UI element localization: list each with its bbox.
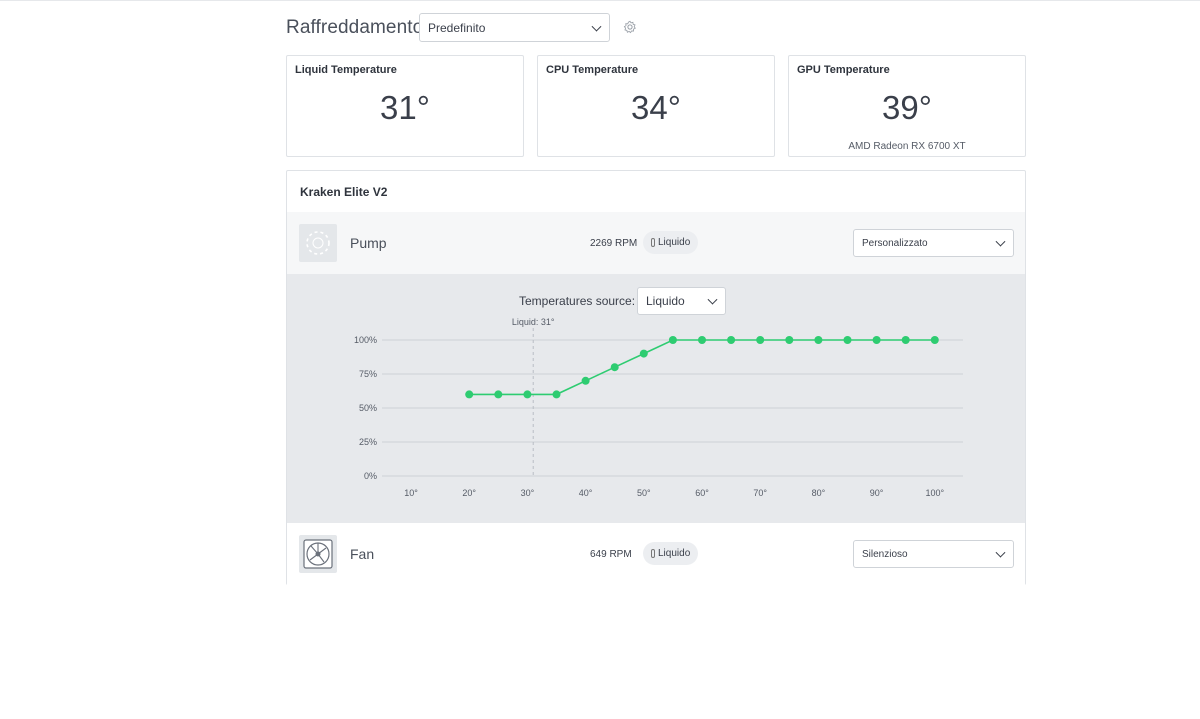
curve-point[interactable]: [465, 390, 474, 399]
x-tick-label: 70°: [753, 488, 767, 498]
header: Raffreddamento Predefinito: [286, 13, 636, 43]
curve-point[interactable]: [843, 336, 852, 344]
y-tick-label: 50%: [359, 403, 377, 413]
temperature-source-value: Liquido: [646, 294, 685, 308]
pump-icon: [299, 224, 337, 262]
curve-point[interactable]: [523, 390, 532, 399]
card-title: CPU Temperature: [546, 64, 639, 76]
curve-point[interactable]: [756, 336, 765, 344]
page-title: Raffreddamento: [286, 17, 424, 38]
card-value: 39°: [882, 89, 932, 126]
pump-mode-value: Personalizzato: [862, 237, 928, 249]
top-border: [0, 0, 1200, 1]
fan-mode-value: Silenzioso: [862, 548, 908, 560]
chevron-down-icon: [995, 236, 1006, 247]
fan-source-badge: Liquido: [643, 542, 699, 565]
fan-label: Fan: [350, 546, 375, 562]
device-panel: Kraken Elite V2 Pump 2269 RPM Liquido Pe…: [286, 170, 1026, 585]
x-tick-label: 90°: [870, 488, 884, 498]
curve-point[interactable]: [698, 336, 706, 344]
gear-icon[interactable]: [623, 20, 637, 34]
card-value: 31°: [380, 89, 430, 126]
fan-rpm: 649 RPM: [590, 549, 632, 560]
curve-point[interactable]: [610, 363, 619, 372]
pump-curve-chart[interactable]: 0% 25% 50% 75% 100% 10° 20° 30° 40° 50° 60° 70° 80° 9…: [287, 274, 1025, 523]
pump-row[interactable]: Pump 2269 RPM Liquido Personalizzato: [287, 212, 1025, 274]
curve-point[interactable]: [581, 376, 590, 385]
profile-select[interactable]: Predefinito: [419, 13, 610, 42]
gpu-model-label: AMD Radeon RX 6700 XT: [848, 141, 966, 152]
curve-point[interactable]: [930, 336, 939, 344]
thermometer-icon: [651, 549, 655, 558]
x-tick-label: 40°: [579, 488, 593, 498]
pump-mode-select[interactable]: Personalizzato: [853, 229, 1014, 257]
y-tick-label: 100%: [354, 335, 377, 345]
card-title: GPU Temperature: [797, 64, 890, 76]
card-value: 34°: [631, 89, 681, 126]
x-tick-label: 60°: [695, 488, 709, 498]
curve-point[interactable]: [727, 336, 736, 344]
x-tick-label: 100°: [925, 488, 944, 498]
x-tick-label: 50°: [637, 488, 651, 498]
curve-point[interactable]: [668, 336, 677, 344]
x-tick-label: 20°: [462, 488, 476, 498]
fan-mode-select[interactable]: Silenzioso: [853, 540, 1014, 568]
curve-point[interactable]: [814, 336, 823, 344]
gpu-temperature-card: GPU Temperature 39° AMD Radeon RX 6700 X…: [788, 55, 1026, 157]
liquid-temperature-card: Liquid Temperature 31°: [286, 55, 524, 157]
x-tick-label: 80°: [812, 488, 826, 498]
fan-source-text: Liquido: [658, 548, 691, 559]
card-title: Liquid Temperature: [295, 64, 397, 76]
y-tick-label: 25%: [359, 437, 377, 447]
thermometer-icon: [651, 238, 655, 247]
curve-point[interactable]: [552, 390, 561, 399]
curve-point[interactable]: [785, 336, 794, 344]
pump-source-text: Liquido: [658, 237, 691, 248]
chevron-down-icon: [591, 21, 602, 32]
cpu-temperature-card: CPU Temperature 34°: [537, 55, 775, 157]
fan-row[interactable]: Fan 649 RPM Liquido Silenzioso: [287, 523, 1025, 585]
pump-source-badge: Liquido: [643, 231, 699, 254]
curve-point[interactable]: [901, 336, 910, 344]
device-title: Kraken Elite V2: [300, 185, 388, 199]
chevron-down-icon: [995, 547, 1006, 558]
x-tick-label: 30°: [521, 488, 535, 498]
y-tick-label: 0%: [364, 471, 377, 481]
current-temperature-label: Liquid: 31°: [512, 317, 555, 327]
y-tick-label: 75%: [359, 369, 377, 379]
pump-label: Pump: [350, 235, 387, 251]
profile-select-value: Predefinito: [428, 20, 486, 35]
temperature-source-label: Temperatures source:: [519, 294, 636, 308]
curve-line: [469, 339, 935, 396]
x-tick-label: 10°: [404, 488, 418, 498]
fan-icon: [299, 535, 337, 573]
pump-curve-editor: Temperatures source: Liquido 0% 25% 50% 75%…: [287, 274, 1025, 523]
curve-point[interactable]: [494, 390, 503, 399]
temperature-source-select[interactable]: Liquido: [637, 287, 726, 315]
curve-point[interactable]: [639, 349, 648, 358]
pump-rpm: 2269 RPM: [590, 238, 638, 249]
curve-point[interactable]: [872, 336, 881, 344]
